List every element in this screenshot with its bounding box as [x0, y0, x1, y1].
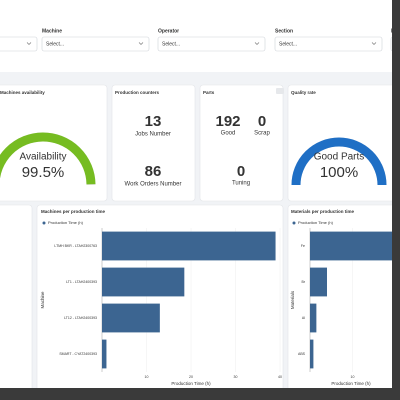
card-title: Quality rate: [291, 90, 316, 95]
x-tick-label: 10: [145, 375, 149, 379]
counter-value: 13: [145, 113, 162, 130]
gauge-arc: [0, 132, 96, 185]
gauge-arc: [291, 137, 387, 186]
select[interactable]: [0, 36, 38, 52]
card: [199, 84, 284, 202]
bar: [102, 303, 160, 333]
y-tick-label: SMART - CYAT2400393: [59, 352, 97, 356]
bar: [310, 303, 317, 333]
gauge-value: 99.5%: [22, 164, 65, 181]
frame: [392, 0, 400, 400]
filter-label: Section: [275, 28, 293, 34]
card: [0, 204, 33, 396]
bar: [102, 267, 185, 297]
chart-title: Materials per production time: [291, 209, 355, 214]
chart-title: Machines per production time: [41, 209, 106, 214]
y-tick-label: LT12 - LTAH2400393: [64, 316, 97, 320]
card: [0, 84, 108, 202]
card: [111, 84, 196, 202]
y-tick-label: Br: [302, 280, 306, 284]
x-tick-label: 40: [278, 375, 282, 379]
counter-label: Jobs Number: [135, 132, 171, 138]
filter-bar: [0, 0, 392, 72]
x-axis-title: Production Time (h): [171, 381, 211, 386]
menu-button[interactable]: [276, 88, 284, 94]
counter-label: Work Orders Number: [125, 182, 182, 188]
legend-label: Production Time (h): [48, 220, 84, 225]
y-axis-title: Machine: [40, 291, 45, 309]
parts-value: 0: [237, 163, 245, 180]
legend-swatch: [292, 221, 296, 225]
bar: [310, 339, 314, 369]
gauge-value: 100%: [320, 164, 358, 181]
x-tick-label: 20: [189, 375, 193, 379]
filter-label: Machine: [42, 28, 62, 34]
card-title: Production counters: [115, 90, 159, 95]
y-tick-label: Al: [302, 316, 305, 320]
parts-label: Good: [221, 131, 236, 137]
chevron: [138, 42, 144, 45]
bar: [310, 267, 327, 297]
counter-value: 86: [145, 163, 162, 180]
x-axis-title: Production Time (h): [331, 381, 371, 386]
chevron: [26, 42, 32, 45]
y-tick-label: LT1 - LTAH2400393: [66, 280, 97, 284]
gauge-label: Good Parts: [314, 152, 365, 163]
y-axis-title: Materials: [290, 290, 295, 309]
filter-label: Operator: [158, 28, 179, 34]
y-tick-label: LTMH BKR - LTAH2300763: [54, 244, 97, 248]
gauge-label: Availability: [19, 152, 66, 163]
legend-label: Production Time (h): [298, 220, 334, 225]
frame: [0, 388, 400, 400]
parts-value: 0: [258, 113, 266, 130]
bar: [102, 339, 107, 369]
select-placeholder: Select...: [279, 41, 297, 47]
card-title: Parts: [203, 90, 215, 95]
x-tick-label: 10: [351, 375, 355, 379]
parts-value: 192: [215, 113, 240, 130]
chevron: [254, 42, 260, 45]
select[interactable]: [41, 36, 150, 52]
x-tick-label: 30: [234, 375, 238, 379]
chevron: [371, 42, 377, 45]
y-tick-label: ABS: [298, 352, 306, 356]
y-tick-label: Fe: [301, 244, 305, 248]
card-title: Machines availability: [0, 90, 45, 95]
parts-label: Scrap: [254, 131, 270, 137]
bar: [310, 231, 400, 261]
select-placeholder: Select...: [162, 41, 180, 47]
select[interactable]: [157, 36, 266, 52]
select-placeholder: Select...: [46, 41, 64, 47]
select[interactable]: [274, 36, 383, 52]
legend-swatch: [42, 221, 46, 225]
parts-label: Tuning: [232, 181, 250, 187]
bar: [102, 231, 276, 261]
